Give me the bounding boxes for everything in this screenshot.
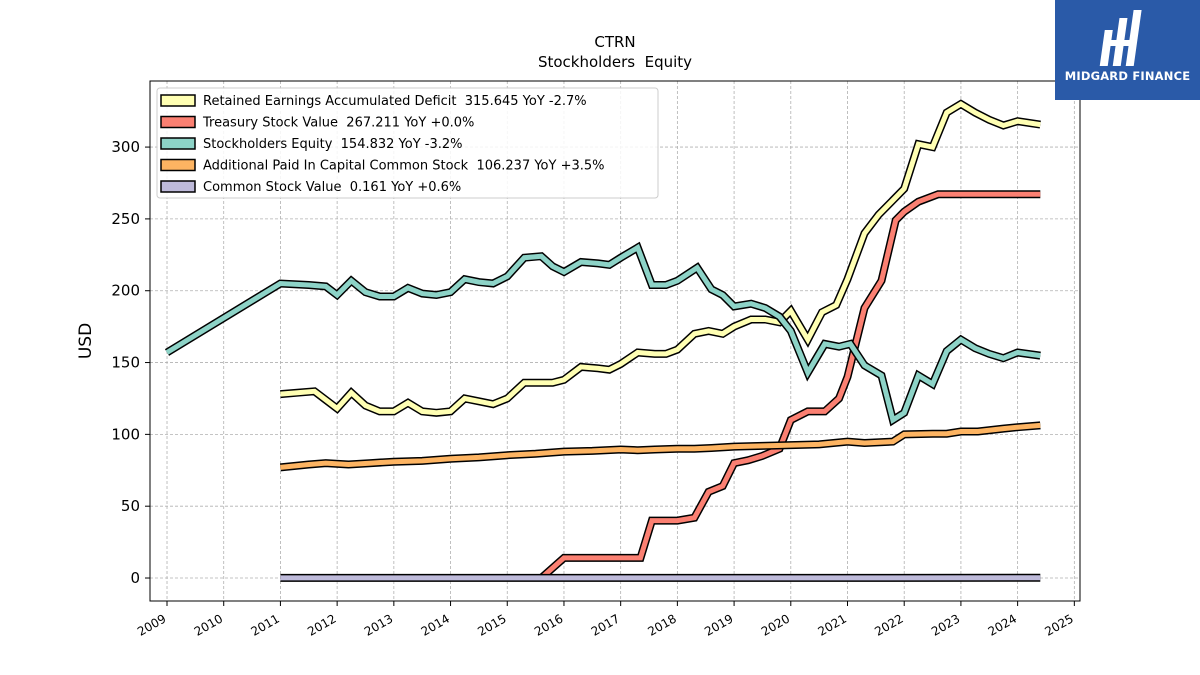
series-line	[280, 422, 1041, 470]
x-tick-label: 2022	[872, 611, 905, 638]
legend-swatch	[160, 137, 196, 150]
series-4	[279, 421, 1041, 472]
chart-title: CTRN	[594, 33, 635, 51]
legend-label: Treasury Stock Value 267.211 YoY +0.0%	[202, 116, 474, 131]
series-line	[280, 101, 1041, 416]
brand-name: MIDGARD FINANCE	[1064, 69, 1191, 83]
series-2	[538, 190, 1041, 581]
x-tick-label: 2021	[816, 611, 849, 638]
series-layer	[164, 99, 1041, 582]
y-tick-label: 200	[111, 282, 140, 300]
y-axis-label: USD	[76, 323, 96, 359]
y-tick-label: 100	[111, 425, 140, 443]
legend-box	[156, 87, 659, 199]
x-tick-label: 2009	[135, 611, 168, 638]
x-tick-label: 2020	[759, 611, 792, 638]
x-tick-label: 2017	[589, 611, 622, 638]
x-tick-label: 2012	[305, 611, 338, 638]
y-tick-label: 150	[111, 354, 140, 372]
x-tick-label: 2024	[986, 611, 1019, 638]
legend-label: Stockholders Equity 154.832 YoY -3.2%	[203, 137, 463, 152]
legend-label: Common Stock Value 0.161 YoY +0.6%	[203, 180, 461, 195]
legend: Retained Earnings Accumulated Deficit 31…	[156, 87, 659, 199]
plot-frame	[149, 80, 1081, 602]
legend-swatch	[160, 158, 196, 172]
series-1	[280, 99, 1041, 417]
x-axis: 2009 2010 2011 2012 2013 2014 2015 2016 2017 2018…	[135, 601, 1076, 639]
legend-swatch	[160, 115, 196, 129]
x-tick-label: 2023	[929, 611, 962, 638]
x-tick-label: 2010	[192, 611, 225, 638]
y-tick-label: 0	[130, 569, 140, 587]
series-line	[539, 191, 1041, 580]
series-line	[165, 243, 1041, 424]
x-tick-label: 2019	[702, 611, 735, 638]
x-tick-label: 2011	[248, 611, 281, 638]
x-tick-label: 2013	[362, 611, 395, 638]
brand-logo: MIDGARD FINANCE	[1055, 0, 1200, 100]
x-tick-label: 2014	[419, 611, 452, 638]
y-tick-label: 300	[111, 138, 140, 156]
chart-subtitle: Stockholders Equity	[538, 53, 692, 71]
y-axis: 0 50 100 150 200 250 300	[111, 138, 150, 587]
x-tick-label: 2016	[532, 611, 565, 638]
x-tick-label: 2015	[475, 611, 508, 638]
y-tick-label: 250	[111, 210, 140, 228]
x-tick-label: 2018	[645, 611, 678, 638]
legend-swatch	[160, 180, 196, 193]
midgard-logo-icon	[1099, 10, 1142, 66]
series-3	[164, 241, 1041, 427]
legend-label: Retained Earnings Accumulated Deficit 31…	[203, 94, 587, 109]
legend-label: Additional Paid In Capital Common Stock …	[203, 159, 605, 174]
legend-swatch	[160, 94, 196, 107]
x-tick-label: 2025	[1042, 611, 1075, 638]
y-tick-label: 50	[121, 497, 140, 515]
